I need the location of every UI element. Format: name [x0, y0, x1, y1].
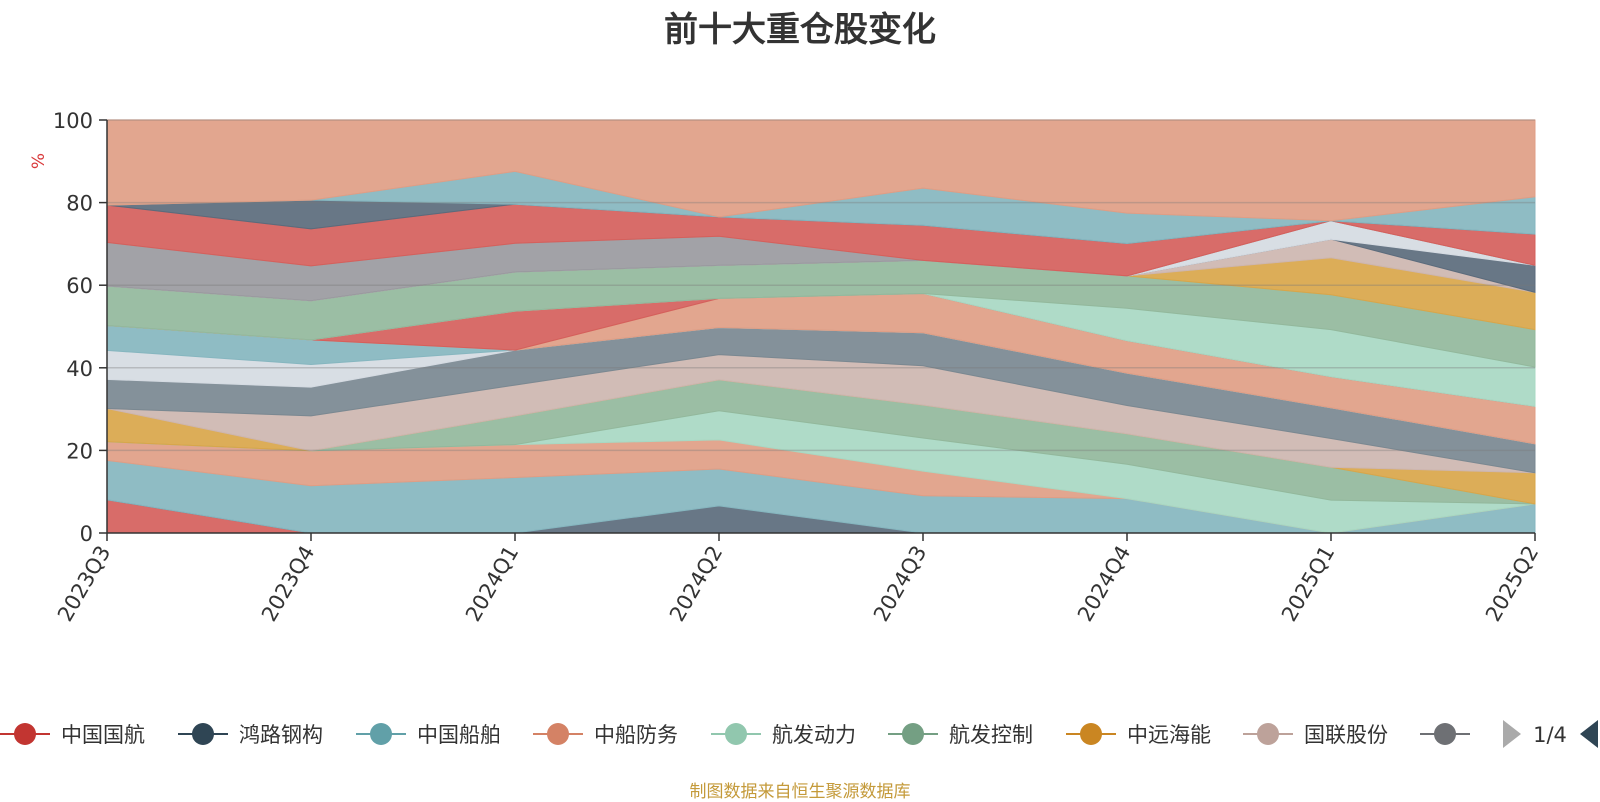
legend-marker-9: [1434, 723, 1456, 745]
legend-label-7: 中远海能: [1127, 723, 1211, 747]
legend-page-indicator: 1/4: [1533, 723, 1567, 747]
legend-item-7[interactable]: 中远海能: [1066, 723, 1211, 747]
grid-layer: [107, 119, 1535, 452]
legend-marker-3: [370, 723, 392, 745]
legend-label-8: 国联股份: [1304, 723, 1388, 747]
legend-marker-8: [1257, 723, 1279, 745]
legend-prev-page-icon[interactable]: [1503, 720, 1521, 748]
legend-label-4: 中船防务: [594, 723, 678, 747]
legend-marker-2: [192, 723, 214, 745]
legend-marker-1: [14, 723, 36, 745]
x-tick-label-2: 2024Q1: [461, 542, 523, 626]
legend-marker-5: [725, 723, 747, 745]
chart-title: 前十大重仓股变化: [664, 10, 936, 50]
areas-layer: [106, 119, 1536, 534]
legend-item-6[interactable]: 航发控制: [888, 723, 1033, 747]
legend-item-9[interactable]: [1420, 723, 1470, 745]
legend-label-1: 中国国航: [61, 723, 145, 747]
x-tick-label-0: 2023Q3: [53, 542, 115, 626]
legend-label-2: 鸿路钢构: [239, 723, 323, 747]
y-tick-label-5: 100: [53, 109, 93, 133]
legend: 中国国航 鸿路钢构 中国船舶 中船防务 航发动力 航发控制 中远海能 国联股份 1/4: [0, 720, 1598, 748]
legend-item-1[interactable]: 中国国航: [0, 723, 145, 747]
x-tick-label-1: 2023Q4: [257, 542, 319, 626]
y-tick-label-2: 40: [66, 357, 93, 381]
legend-item-5[interactable]: 航发动力: [711, 723, 856, 747]
x-tick-label-7: 2025Q2: [1481, 542, 1543, 626]
x-tick-label-4: 2024Q3: [869, 542, 931, 626]
legend-marker-7: [1080, 723, 1102, 745]
legend-item-8[interactable]: 国联股份: [1243, 723, 1388, 747]
x-tick-label-3: 2024Q2: [665, 542, 727, 626]
x-tick-label-5: 2024Q4: [1073, 542, 1135, 626]
y-tick-label-3: 60: [66, 274, 93, 298]
legend-item-3[interactable]: 中国船舶: [356, 723, 501, 747]
legend-next-page-icon[interactable]: [1580, 720, 1598, 748]
legend-marker-4: [547, 723, 569, 745]
y-tick-label-4: 80: [66, 192, 93, 216]
legend-marker-6: [902, 723, 924, 745]
area-series-24: [106, 119, 1536, 222]
legend-label-3: 中国船舶: [417, 723, 501, 747]
source-note: 制图数据来自恒生聚源数据库: [689, 782, 911, 802]
legend-label-6: 航发控制: [949, 723, 1033, 747]
x-tick-label-6: 2025Q1: [1277, 542, 1339, 626]
y-tick-label-1: 20: [66, 439, 93, 463]
legend-item-4[interactable]: 中船防务: [533, 723, 678, 747]
y-axis-unit-label: %: [29, 153, 49, 169]
legend-label-5: 航发动力: [772, 723, 856, 747]
legend-item-2[interactable]: 鸿路钢构: [178, 723, 323, 747]
y-tick-label-0: 0: [80, 522, 93, 546]
